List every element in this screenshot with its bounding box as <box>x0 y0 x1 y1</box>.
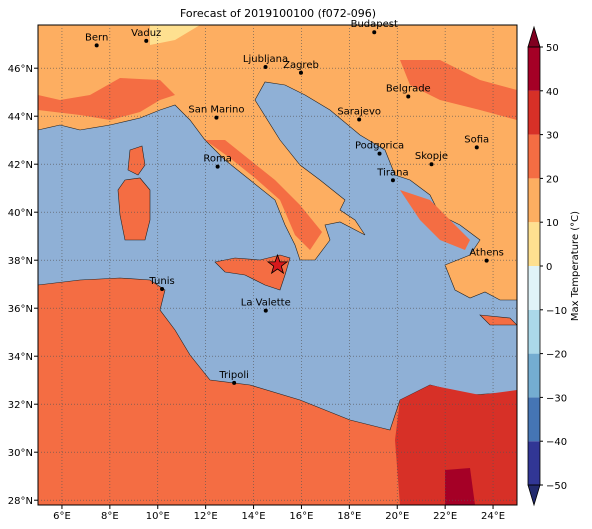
colorbar-segment <box>528 134 540 179</box>
city-dot <box>94 43 99 48</box>
x-tick-label: 18°E <box>337 511 361 522</box>
x-tick-label: 6°E <box>53 511 71 522</box>
city-label: Budapest <box>351 19 398 30</box>
city-label: Tirana <box>376 167 408 178</box>
x-tick-label: 14°E <box>242 511 266 522</box>
city-dot <box>232 380 237 385</box>
x-tick-label: 20°E <box>385 511 409 522</box>
colorbar-tick-label: −40 <box>546 437 567 448</box>
city-label: Podgorica <box>355 141 404 152</box>
colorbar-tick-label: −50 <box>546 481 567 492</box>
city-label: Roma <box>203 154 232 165</box>
colorbar-segment <box>528 397 540 442</box>
colorbar-segment <box>528 47 540 91</box>
sardinia <box>117 177 151 241</box>
y-tick-label: 36°N <box>8 304 33 315</box>
city-dot <box>484 258 489 263</box>
colorbar-segment <box>528 309 540 354</box>
colorbar-tick-label: 50 <box>546 43 559 54</box>
city-dot <box>263 65 268 69</box>
colorbar-extension <box>527 25 541 48</box>
land-warm-patch <box>400 60 517 120</box>
land-warm-patch <box>205 140 322 250</box>
colorbar-tick-label: −30 <box>546 393 567 404</box>
star-marker <box>266 253 289 275</box>
city-label: Bern <box>85 32 108 43</box>
city-dot <box>298 70 303 75</box>
y-tick-label: 46°N <box>8 64 33 75</box>
city-label: Belgrade <box>386 84 431 95</box>
title: Forecast of 2019100100 (f072-096) <box>180 7 376 20</box>
colorbar-segment <box>528 353 540 398</box>
city-label: Skopje <box>415 151 448 162</box>
x-tick-label: 8°E <box>101 511 119 522</box>
y-tick-label: 42°N <box>8 160 33 171</box>
y-tick-label: 40°N <box>8 208 33 219</box>
city-dot <box>357 117 362 122</box>
y-tick-label: 44°N <box>8 112 33 123</box>
city-dot <box>372 30 377 35</box>
colorbar-segment <box>528 178 540 223</box>
city-dot <box>390 178 395 183</box>
city-label: Sarajevo <box>337 107 381 118</box>
city-label: San Marino <box>188 105 244 116</box>
city-dot <box>406 94 411 99</box>
city-label: Vaduz <box>131 28 161 39</box>
city-dot <box>429 162 434 167</box>
y-tick-label: 30°N <box>8 448 33 459</box>
corsica <box>127 145 146 176</box>
colorbar-extension <box>527 484 541 507</box>
city-dot <box>377 151 382 156</box>
land-hot-region <box>395 385 517 505</box>
colorbar-tick-label: 10 <box>546 218 559 229</box>
city-dot <box>263 308 268 313</box>
city-dot <box>215 164 220 169</box>
colorbar-tick-label: 40 <box>546 87 559 98</box>
colorbar-label: Max Temperature (°C) <box>570 211 581 321</box>
y-tick-label: 32°N <box>8 400 33 411</box>
city-label: Tripoli <box>218 370 249 381</box>
x-tick-label: 10°E <box>146 511 170 522</box>
crete <box>479 314 517 326</box>
city-dot <box>214 115 219 120</box>
colorbar-tick-label: 30 <box>546 131 559 142</box>
x-tick-label: 22°E <box>433 511 457 522</box>
colorbar-tick-label: −20 <box>546 350 567 361</box>
land-warm-patch <box>38 78 175 120</box>
city-label: Tunis <box>148 276 174 287</box>
city-label: Zagreb <box>283 60 319 71</box>
y-tick-label: 28°N <box>8 496 33 507</box>
y-tick-label: 34°N <box>8 352 33 363</box>
x-tick-label: 24°E <box>481 511 505 522</box>
city-label: La Valette <box>241 298 291 309</box>
y-tick-label: 38°N <box>8 256 33 267</box>
city-dot <box>160 287 165 291</box>
map-frame <box>37 24 518 506</box>
city-label: Ljubljana <box>243 54 288 65</box>
colorbar-tick-label: 0 <box>546 262 552 273</box>
colorbar-segment <box>528 441 540 485</box>
colorbar-tick-label: 20 <box>546 174 559 185</box>
city-label: Sofia <box>464 134 489 145</box>
land-cool-patch <box>150 25 200 45</box>
x-tick-label: 12°E <box>194 511 218 522</box>
colorbar-segment <box>528 222 540 266</box>
city-dot <box>474 145 479 150</box>
x-tick-label: 16°E <box>289 511 313 522</box>
land-hottest-patch <box>445 468 475 505</box>
land-warm-patch <box>400 190 470 250</box>
city-dot <box>144 38 149 43</box>
colorbar-segment <box>528 266 540 310</box>
colorbar-tick-label: −10 <box>546 306 567 317</box>
city-label: Athens <box>469 248 504 259</box>
colorbar-segment <box>528 90 540 135</box>
